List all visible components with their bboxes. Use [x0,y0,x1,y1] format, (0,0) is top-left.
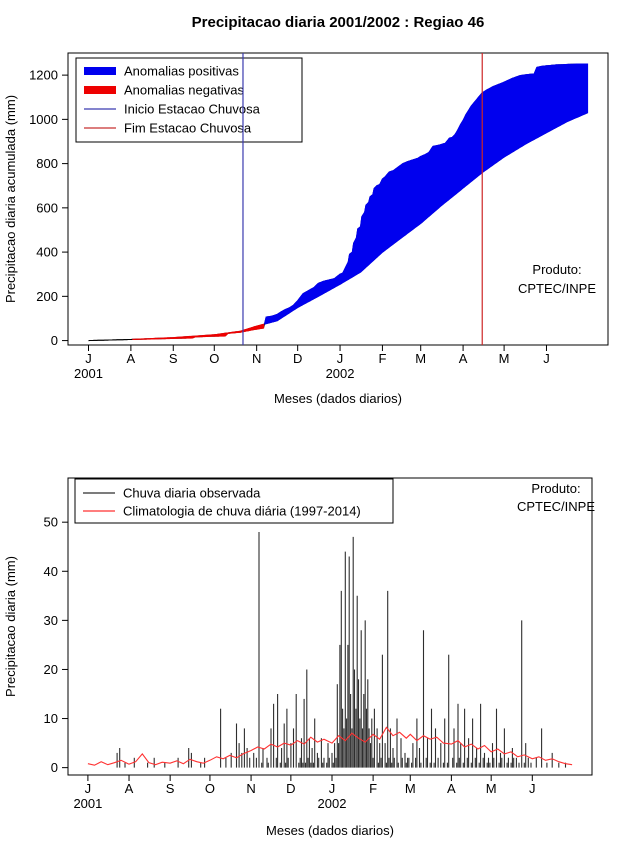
legend-box [74,478,394,524]
legend-label: Climatologia de chuva diária (1997-2014) [123,504,361,519]
x-tick-label: A [459,351,468,366]
y-axis-label: Precipitacao diaria acumulada (mm) [3,95,18,303]
y-tick-label: 1200 [29,68,58,83]
y-tick-label: 0 [51,333,58,348]
y-axis-label: Precipitacao diaria (mm) [3,556,18,697]
plot-frame [67,52,609,346]
x-tick-label: D [286,781,295,796]
legend-label: Anomalias negativas [124,83,244,98]
x-tick-label: S [169,351,178,366]
x-tick-label: N [252,351,261,366]
legend-label: Inicio Estacao Chuvosa [124,102,261,117]
x-tick-label: F [369,781,377,796]
x-axis-label: Meses (dados diarios) [274,391,402,406]
chart-title: Precipitacao diaria 2001/2002 : Regiao 4… [191,14,485,31]
x-tick-label: J [329,781,336,796]
y-tick-label: 200 [36,289,58,304]
x-tick-label: J [543,351,550,366]
y-tick-label: 600 [36,200,58,215]
x-tick-label: O [205,781,215,796]
x-tick-label: A [125,781,134,796]
legend: Chuva diaria observada Climatologia de ch… [74,478,394,524]
year-label: 2001 [74,366,103,381]
x-tick-label: M [499,351,510,366]
x-axis-label: Meses (dados diarios) [266,823,394,838]
y-tick-label: 50 [44,515,58,530]
legend-label: Fim Estacao Chuvosa [124,121,252,136]
x-tick-label: J [337,351,344,366]
climatology-line [87,726,573,766]
x-tick-label: D [293,351,302,366]
x-tick-label: M [486,781,497,796]
x-tick-label: J [529,781,536,796]
positive-anomaly-band [264,63,589,325]
x-tick-label: J [85,781,92,796]
negative-anomaly-band [132,323,265,340]
y-tick-label: 30 [44,613,58,628]
produto-org: CPTEC/INPE [518,281,596,296]
year-label: 2002 [318,796,347,811]
y-tick-label: 800 [36,156,58,171]
x-tick-label: O [209,351,219,366]
y-tick-label: 0 [51,760,58,775]
y-tick-label: 10 [44,711,58,726]
year-label: 2001 [73,796,102,811]
x-tick-label: A [127,351,136,366]
y-tick-label: 1000 [29,112,58,127]
produto-label: Produto: [532,262,581,277]
legend-label: Chuva diaria observada [123,486,261,501]
x-tick-label: M [405,781,416,796]
produto-org: CPTEC/INPE [517,499,595,514]
year-label: 2002 [326,366,355,381]
x-tick-label: J [85,351,92,366]
x-tick-label: S [166,781,175,796]
x-tick-label: A [447,781,456,796]
legend-label: Anomalias positivas [124,64,239,79]
x-tick-label: F [378,351,386,366]
legend: Anomalias positivas Anomalias negativas In… [75,57,303,143]
x-tick-label: N [246,781,255,796]
y-tick-label: 400 [36,245,58,260]
produto-label: Produto: [531,481,580,496]
daily-rain-bars [116,532,567,768]
y-tick-label: 40 [44,564,58,579]
x-tick-label: M [415,351,426,366]
plot-frame [67,477,593,776]
y-tick-label: 20 [44,662,58,677]
